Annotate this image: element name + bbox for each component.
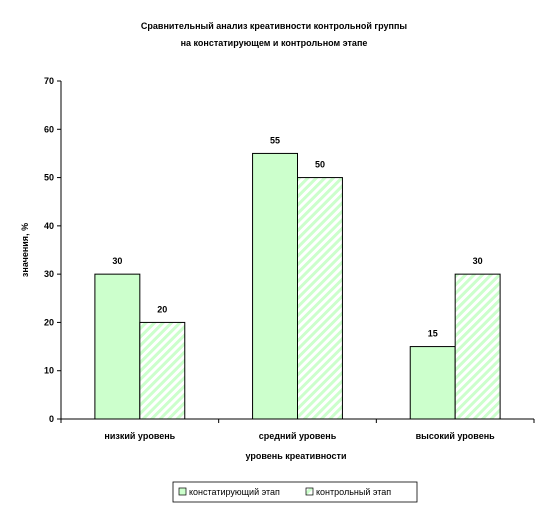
legend-label-series-2: контрольный этап [316,487,391,497]
bars [94,152,501,420]
y-tick-label: 50 [44,173,54,183]
chart-title-line-1: Сравнительный анализ креативности контро… [141,21,407,31]
x-axis: низкий уровень средний уровень высокий уро… [60,418,535,441]
data-label: 30 [473,256,483,266]
y-tick-label: 20 [44,317,54,327]
bar-series-1-cat-1 [94,273,141,420]
y-axis: 0 10 20 30 40 50 60 70 [44,76,62,424]
y-axis-label: значения, % [20,223,30,277]
data-label: 30 [112,256,122,266]
data-label: 55 [270,135,280,145]
bar-series-2-cat-3 [454,273,501,420]
y-tick-label: 30 [44,269,54,279]
y-tick-label: 60 [44,124,54,134]
y-tick-label: 40 [44,221,54,231]
x-tick-label: низкий уровень [104,431,175,441]
bar-series-1-cat-2 [252,152,299,420]
bar-series-2-cat-1 [139,321,186,420]
data-labels: 30 20 55 50 15 30 [112,135,482,338]
x-axis-label: уровень креативности [245,451,346,461]
x-tick-label: средний уровень [259,431,337,441]
data-label: 20 [157,304,167,314]
legend-swatch-series-1 [178,487,187,496]
y-tick-label: 0 [49,414,54,424]
bar-series-2-cat-2 [297,177,343,420]
y-tick-label: 10 [44,366,54,376]
y-tick-label: 70 [44,76,54,86]
legend-box [172,481,418,503]
legend-label-series-1: констатирующий этап [189,487,280,497]
chart-title-line-2: на констатирующем и контрольном этапе [181,38,368,48]
legend-swatch-series-2 [305,487,314,496]
bar-series-1-cat-3 [409,346,456,420]
legend: констатирующий этап контрольный этап [172,481,418,503]
x-tick-label: высокий уровень [416,431,496,441]
data-label: 15 [428,329,438,339]
data-label: 50 [315,160,325,170]
